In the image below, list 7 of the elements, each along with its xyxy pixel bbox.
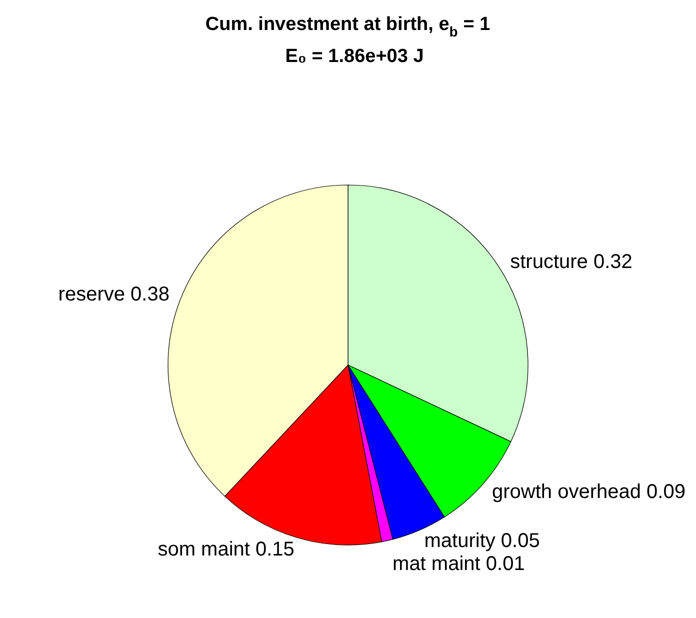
slice-label: growth overhead 0.09	[492, 480, 686, 503]
slice-label: reserve 0.38	[58, 283, 170, 306]
slice-label: maturity 0.05	[424, 530, 540, 552]
chart-subtitle: E₀ = 1.86e+03 J	[285, 46, 424, 67]
slice-label: mat maint 0.01	[392, 553, 525, 576]
slice-label: structure 0.32	[510, 251, 632, 274]
slice-label: som maint 0.15	[158, 538, 294, 560]
